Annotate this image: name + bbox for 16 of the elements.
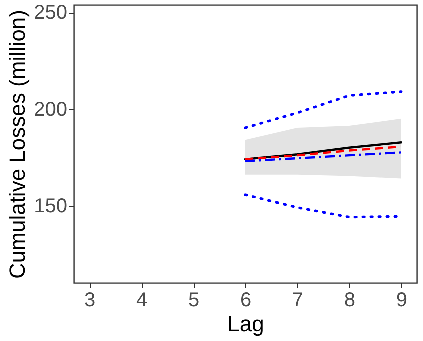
x-tick-label: 4 bbox=[136, 290, 148, 312]
y-tick-label: 200 bbox=[34, 98, 68, 121]
x-tick-label: 7 bbox=[292, 290, 304, 312]
x-tick-label: 8 bbox=[344, 290, 356, 312]
y-axis-title: Cumulative Losses (million) bbox=[5, 10, 30, 279]
line-series bbox=[244, 90, 403, 130]
x-tick-label: 6 bbox=[240, 290, 252, 312]
y-tick-label: 250 bbox=[34, 2, 68, 24]
x-tick-label: 5 bbox=[188, 290, 200, 312]
x-tick-label: 9 bbox=[396, 290, 408, 312]
y-tick-label: 150 bbox=[34, 195, 68, 218]
line-series bbox=[244, 152, 403, 162]
x-axis-title: Lag bbox=[228, 312, 264, 336]
line-series bbox=[244, 146, 403, 161]
x-tick-label: 3 bbox=[84, 290, 96, 312]
line-series bbox=[244, 142, 403, 161]
